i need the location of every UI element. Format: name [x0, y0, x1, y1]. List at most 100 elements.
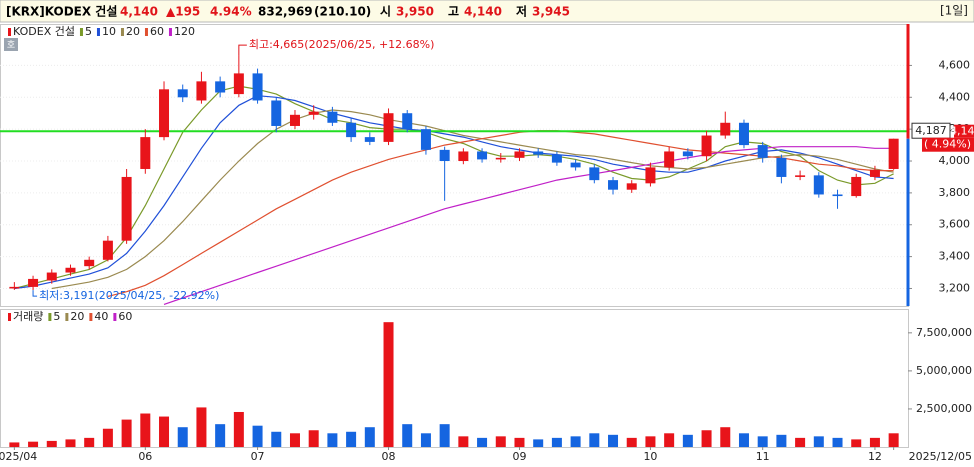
y-tick-label: 3,800 [939, 186, 971, 199]
y-tick-label: 2,500,000 [916, 402, 972, 415]
candle-body [851, 176, 862, 197]
x-tick-label: 10 [643, 450, 657, 463]
legend-swatch [79, 28, 83, 36]
legend-swatch [89, 313, 93, 321]
candle-body [383, 113, 394, 142]
candle-body [271, 100, 282, 126]
ma-line [163, 146, 894, 305]
annotation-leader [32, 290, 38, 297]
header-item: (210.10) [314, 5, 371, 19]
legend-label: 거래량 [13, 310, 43, 323]
candle-body [589, 167, 600, 181]
candle-body [869, 169, 880, 177]
candle-body [215, 81, 226, 93]
candle-body [65, 267, 76, 273]
candle-body [196, 81, 207, 101]
candle-body [570, 162, 581, 168]
volume-bar [477, 437, 488, 447]
header-item: [KRX]KODEX 건설 [6, 4, 117, 19]
y-tick-label: 5,000,000 [916, 364, 972, 377]
volume-bar [645, 436, 656, 447]
candle-body [757, 145, 768, 158]
candle-body [121, 176, 132, 241]
legend-swatch [144, 28, 148, 36]
period: [1일] [940, 4, 968, 18]
legend-swatch [8, 313, 11, 321]
change-box [922, 137, 974, 152]
legend-label: 10 [102, 25, 116, 38]
candle-body [28, 278, 39, 287]
candle-body [9, 286, 20, 289]
volume-bar [832, 437, 843, 447]
volume-bar [533, 439, 544, 447]
y-tick-label: 4,000 [939, 154, 971, 167]
candle-body [327, 111, 338, 123]
candle-body [720, 122, 731, 136]
volume-bar [888, 433, 899, 447]
candle-body [458, 151, 469, 162]
volume-bar [570, 436, 581, 447]
x-tick-label: 07 [251, 450, 265, 463]
legend-swatch [113, 313, 117, 321]
legend-label: 60 [118, 310, 132, 323]
candle-body [533, 151, 544, 155]
volume-bar [458, 436, 469, 447]
candle-body [664, 151, 675, 168]
candle-body [738, 122, 749, 146]
candle-body [420, 129, 431, 150]
volume-bar [720, 427, 731, 447]
reference-label: 4,187 [915, 124, 947, 137]
header-item: 3,950 [396, 5, 434, 19]
volume-bar [327, 433, 338, 447]
volume-bar [738, 433, 749, 447]
legend-swatch [120, 28, 124, 36]
legend-label: 5 [53, 310, 60, 323]
volume-bar [813, 436, 824, 447]
candle-body [439, 149, 450, 162]
legend-label: 40 [94, 310, 108, 323]
candle-body [701, 135, 712, 157]
candle-body [514, 151, 525, 158]
volume-bar [608, 434, 619, 447]
x-tick-label: 2025/04 [0, 450, 37, 463]
header-item: 832,969 [258, 5, 313, 19]
candle-body [177, 89, 188, 98]
volume-bar [364, 427, 375, 447]
volume-bar [589, 433, 600, 447]
candle-body [159, 89, 170, 138]
header-item: 3,945 [532, 5, 570, 19]
header-item: 4.94% [210, 5, 252, 19]
candle-body [645, 167, 656, 184]
volume-bar [869, 437, 880, 447]
candle-body [402, 113, 413, 130]
x-tick-label: 09 [512, 450, 526, 463]
volume-bar [233, 411, 244, 447]
y-tick-label: 3,400 [939, 250, 971, 263]
y-tick-label: 7,500,000 [916, 326, 972, 339]
legend-label: 60 [150, 25, 164, 38]
header-item: 고 [448, 5, 459, 19]
volume-bar [757, 436, 768, 447]
volume-pane [0, 309, 909, 448]
volume-bar [851, 439, 862, 447]
candle-body [495, 157, 506, 160]
volume-bar [346, 431, 357, 447]
x-tick-label: 2025/12/05 [909, 450, 972, 463]
candle-body [46, 272, 57, 281]
candle-body [551, 154, 562, 163]
header-item: 4,140 [464, 5, 502, 19]
legend-swatch [96, 28, 100, 36]
annotation-leader [238, 44, 247, 56]
candle-body [346, 122, 357, 138]
volume-bar [252, 425, 263, 447]
volume-bar [420, 433, 431, 447]
volume-bar [402, 424, 413, 447]
candle-body [832, 194, 843, 197]
x-tick-label: 06 [138, 450, 152, 463]
candle-body [795, 175, 806, 177]
y-tick-label: 4,400 [939, 90, 971, 103]
candle-body [608, 180, 619, 190]
last-box [954, 124, 974, 138]
